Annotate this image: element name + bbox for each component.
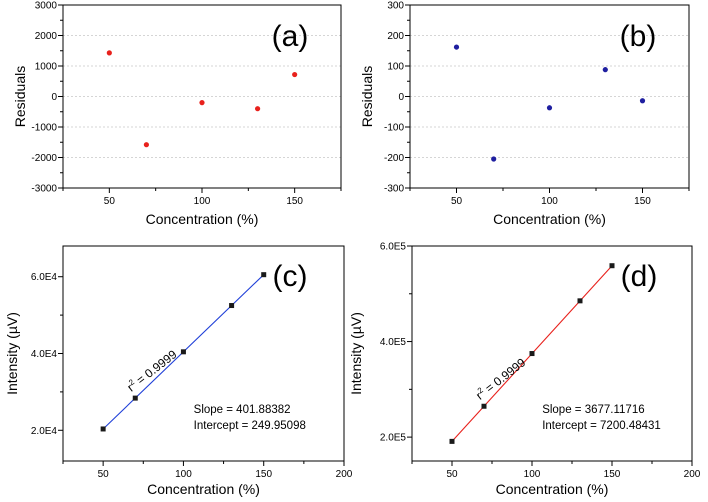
y-tick-label: 6.0E5	[380, 242, 407, 253]
y-tick-label: 0	[51, 92, 57, 103]
y-tick-label: -2000	[31, 153, 57, 164]
y-tick-label: 0	[398, 92, 404, 103]
y-tick-label: 3000	[35, 1, 58, 12]
plot-frame	[411, 245, 693, 462]
y-tick-label: 2000	[35, 31, 58, 42]
x-axis-title: Concentration (%)	[493, 211, 606, 227]
x-tick-label: 100	[194, 196, 211, 207]
y-tick-label: -100	[384, 123, 404, 134]
data-point	[609, 263, 615, 269]
y-axis-title: Intensity (µV)	[348, 312, 364, 395]
slope-label: Slope = 3677.11716	[542, 404, 644, 416]
x-tick-label: 150	[604, 469, 621, 480]
data-point	[106, 50, 112, 56]
data-point	[229, 303, 235, 309]
x-tick-label: 100	[175, 469, 192, 480]
r-squared-superscript: 2	[476, 385, 485, 395]
data-point	[602, 67, 608, 73]
panel-label: (d)	[621, 260, 658, 293]
r-squared-text: r2 = 0.9999	[473, 354, 529, 402]
y-tick-label: 300	[387, 1, 404, 12]
x-tick-label: 50	[98, 469, 110, 480]
data-point	[199, 100, 205, 106]
data-point	[180, 349, 186, 355]
r-squared-text: r2 = 0.9999	[124, 346, 180, 394]
r-squared-value: = 0.9999	[480, 355, 529, 397]
y-tick-label: -200	[384, 153, 404, 164]
y-tick-label: 100	[387, 62, 404, 73]
data-point	[546, 105, 553, 111]
data-point	[143, 142, 149, 148]
data-point	[481, 403, 487, 409]
data-point	[491, 156, 497, 162]
data-point	[529, 351, 535, 357]
y-tick-label: 4.0E5	[380, 337, 407, 348]
x-tick-label: 100	[541, 196, 558, 207]
x-tick-label: 150	[255, 469, 272, 480]
x-tick-label: 200	[336, 469, 353, 480]
data-point	[132, 395, 138, 401]
r-squared-label: r2 = 0.9999	[124, 346, 180, 394]
y-axis-title: Residuals	[359, 66, 375, 127]
y-tick-label: -1000	[31, 123, 57, 134]
data-point	[292, 71, 298, 78]
x-tick-label: 200	[684, 469, 701, 480]
y-tick-label: 200	[387, 31, 404, 42]
x-tick-label: 150	[286, 196, 303, 207]
y-tick-label: 4.0E4	[31, 349, 58, 360]
intercept-label: Intercept = 249.95098	[194, 420, 306, 432]
panel-label: (a)	[272, 20, 309, 53]
slope-label: Slope = 401.88382	[194, 404, 291, 416]
intercept-label: Intercept = 7200.48431	[542, 420, 661, 432]
y-tick-label: -3000	[31, 184, 57, 195]
chart-d: 50 100 150 200 2.0E5 4.0E5 6.0E5 Concentration …	[348, 242, 701, 498]
x-tick-label: 50	[104, 196, 116, 207]
x-tick-label: 50	[451, 196, 463, 207]
r-squared-label: r2 = 0.9999	[473, 354, 529, 402]
y-tick-label: -300	[384, 184, 404, 195]
x-axis-title: Concentration (%)	[496, 481, 609, 497]
chart-b: 50 100 150 -300 -200 -100 0 100 200 300 Concentrat…	[359, 1, 690, 227]
data-point	[449, 438, 455, 444]
y-axis-title: Intensity (µV)	[4, 312, 20, 395]
r-squared-superscript: 2	[127, 377, 136, 387]
x-axis-title: Concentration (%)	[146, 211, 259, 227]
x-tick-label: 150	[634, 196, 651, 207]
r-squared-value: = 0.9999	[131, 347, 180, 389]
panel-label: (b)	[620, 20, 657, 53]
y-tick-label: 2.0E5	[380, 433, 407, 444]
data-point	[255, 106, 261, 112]
y-tick-label: 2.0E4	[31, 426, 58, 437]
chart-a: 50 100 150 -3000 -2000 -1000 0 1000 2000 3000 Conc…	[12, 1, 342, 227]
data-point	[453, 44, 460, 50]
y-tick-label: 1000	[35, 62, 58, 73]
y-axis-title: Residuals	[12, 66, 28, 127]
x-axis-title: Concentration (%)	[147, 481, 260, 497]
r-squared-prefix: r	[473, 389, 485, 402]
chart-c: 50 100 150 200 2.0E4 4.0E4 6.0E4 Concentration …	[4, 245, 353, 497]
x-tick-label: 50	[446, 469, 458, 480]
data-point	[577, 298, 583, 304]
x-tick-label: 100	[524, 469, 541, 480]
panel-label: (c)	[273, 260, 308, 293]
data-point	[639, 98, 646, 104]
r-squared-prefix: r	[124, 381, 136, 394]
data-point	[100, 426, 106, 432]
y-tick-label: 6.0E4	[31, 272, 58, 283]
data-point	[261, 272, 267, 278]
